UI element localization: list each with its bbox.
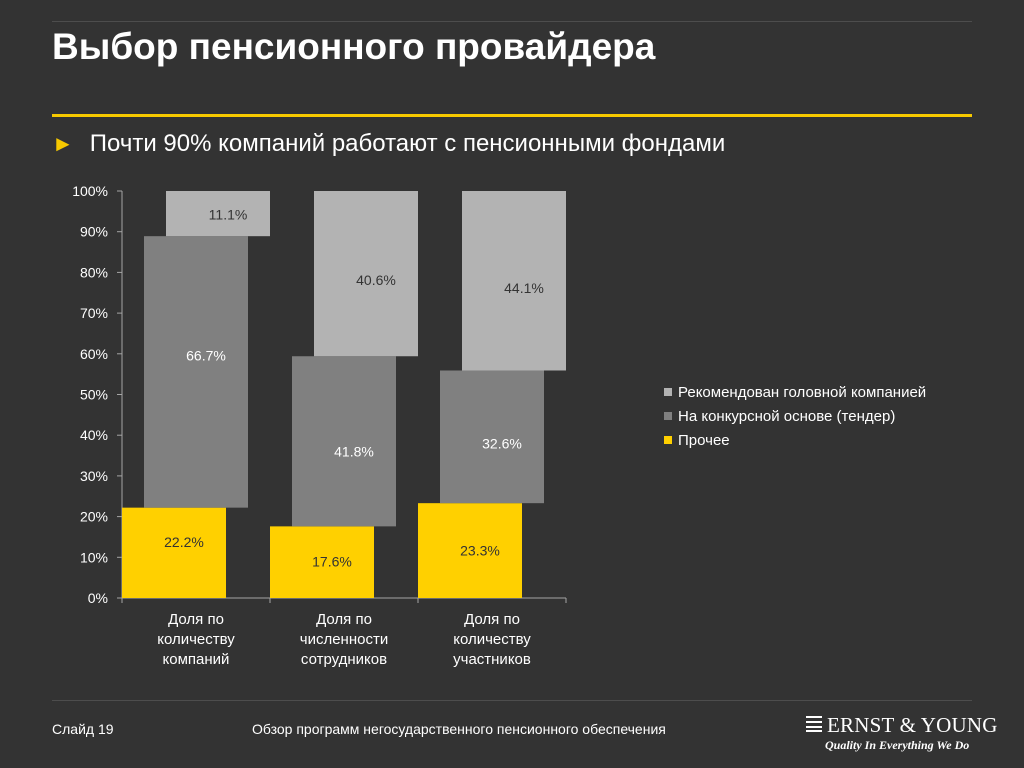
data-label: 66.7%	[186, 348, 226, 364]
y-tick-label: 90%	[80, 224, 108, 240]
x-category-label: Доля по численности сотрудников	[300, 611, 388, 668]
logo-mark-icon	[806, 716, 822, 732]
legend-label-other: Прочее	[678, 431, 730, 449]
x-category-label-line: количеству	[453, 631, 531, 648]
x-category-label: Доля по количеству участников	[453, 611, 531, 668]
slide-number: Слайд 19	[52, 721, 114, 737]
y-tick-label: 70%	[80, 305, 108, 321]
data-label: 22.2%	[164, 534, 204, 550]
data-label: 44.1%	[504, 280, 544, 296]
bar-segment	[440, 370, 544, 504]
x-category-label-line: Доля по	[168, 611, 224, 628]
legend-label-tender: На конкурсной основе (тендер)	[678, 407, 896, 425]
data-label: 41.8%	[334, 444, 374, 460]
bottom-divider	[52, 700, 972, 701]
y-tick-label: 0%	[88, 590, 108, 606]
y-tick-label: 50%	[80, 387, 108, 403]
logo-tagline: Quality In Everything We Do	[825, 738, 970, 752]
data-label: 11.1%	[209, 206, 248, 222]
legend-swatch-tender	[664, 412, 672, 420]
bar-segment	[292, 356, 396, 527]
data-label: 17.6%	[312, 553, 352, 569]
x-category-label-line: Доля по	[316, 611, 372, 628]
title-underline	[52, 114, 972, 117]
y-tick-label: 100%	[72, 183, 108, 199]
legend-swatch-recommended	[664, 388, 672, 396]
chart-legend: Рекомендован головной компанией На конку…	[664, 380, 926, 452]
x-category-label-line: сотрудников	[301, 651, 387, 668]
x-category-label-line: компаний	[163, 651, 230, 668]
y-tick-label: 10%	[80, 549, 108, 565]
legend-item-tender: На конкурсной основе (тендер)	[664, 404, 926, 428]
play-arrow-icon: ►	[52, 131, 74, 156]
legend-swatch-other	[664, 436, 672, 444]
y-tick-label: 60%	[80, 346, 108, 362]
logo-name: ERNST & YOUNG	[827, 713, 998, 737]
data-label: 40.6%	[356, 272, 396, 288]
subtitle-row: ► Почти 90% компаний работают с пенсионн…	[52, 130, 725, 158]
y-tick-label: 30%	[80, 468, 108, 484]
x-category-label-line: численности	[300, 631, 388, 648]
x-category-label-line: участников	[453, 651, 531, 668]
x-category-label-line: количеству	[157, 631, 235, 648]
bar-segment	[418, 503, 522, 598]
legend-label-recommended: Рекомендован головной компанией	[678, 383, 927, 401]
x-category-label: Доля по количеству компаний	[157, 611, 235, 668]
data-label: 32.6%	[482, 435, 522, 451]
y-tick-label: 80%	[80, 264, 108, 280]
x-category-label-line: Доля по	[464, 611, 520, 628]
bar-segment	[166, 191, 270, 237]
y-tick-label: 20%	[80, 509, 108, 525]
bar-segment	[270, 526, 374, 598]
footer-title: Обзор программ негосударственного пенсио…	[252, 721, 666, 737]
y-tick-label: 40%	[80, 427, 108, 443]
top-divider	[52, 21, 972, 22]
slide-subtitle: Почти 90% компаний работают с пенсионным…	[89, 130, 726, 157]
ernst-young-logo: ERNST & YOUNG Quality In Everything We D…	[806, 712, 997, 756]
bar-segment	[462, 191, 566, 371]
data-label: 23.3%	[460, 543, 500, 559]
bar-segment	[122, 507, 226, 598]
legend-item-recommended: Рекомендован головной компанией	[664, 380, 926, 404]
legend-item-other: Прочее	[664, 428, 926, 452]
slide-title: Выбор пенсионного провайдера	[52, 26, 656, 67]
bar-segment	[144, 236, 248, 508]
bar-segment	[314, 191, 418, 357]
